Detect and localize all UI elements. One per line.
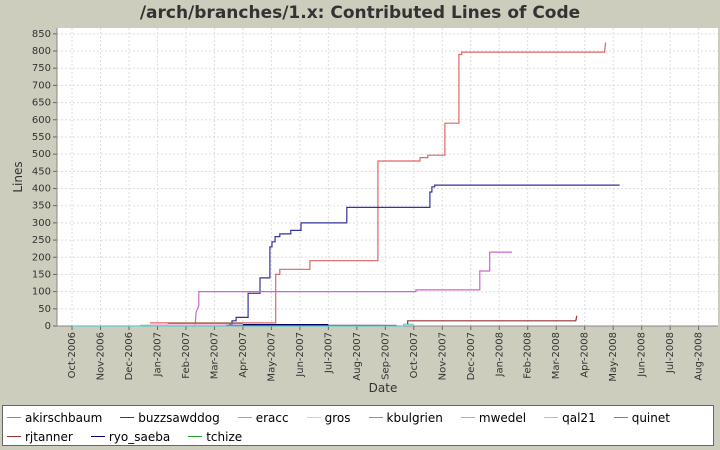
series-line <box>228 184 620 325</box>
legend-item: ryo_saeba <box>90 427 171 446</box>
x-tick-label: Feb-2007 <box>181 332 192 379</box>
legend-item: rjtanner <box>7 427 73 446</box>
x-tick-label: May-2007 <box>266 332 277 382</box>
legend-label: quinet <box>631 410 670 425</box>
y-tick-label: 550 <box>32 132 51 143</box>
legend-label: rjtanner <box>25 429 73 444</box>
legend-item: qal21 <box>544 408 596 427</box>
series-line <box>194 251 512 327</box>
x-tick-label: Apr-2008 <box>580 332 591 378</box>
x-tick-label: Jun-2008 <box>637 332 648 378</box>
legend-item: tchize <box>188 427 242 446</box>
legend-swatch <box>7 417 21 418</box>
legend-item: mwedel <box>460 408 527 427</box>
legend-item: buzzsawddog <box>120 408 220 427</box>
x-axis-label: Date <box>369 381 398 395</box>
legend: akirschbaum buzzsawddog eracc gros kbulgrien… <box>2 405 714 446</box>
x-tick-label: Oct-2006 <box>67 332 78 378</box>
legend-item: quinet <box>613 408 670 427</box>
series-line <box>72 323 414 327</box>
y-tick-label: 750 <box>32 63 51 74</box>
legend-swatch <box>90 436 105 437</box>
legend-swatch <box>460 417 475 418</box>
y-tick-label: 200 <box>32 252 51 263</box>
x-tick-label: Nov-2007 <box>437 332 448 380</box>
x-tick-label: Apr-2007 <box>238 332 249 378</box>
y-tick-label: 500 <box>32 149 51 160</box>
y-tick-label: 300 <box>32 218 51 229</box>
x-tick-label: Jan-2008 <box>494 332 505 377</box>
legend-swatch <box>544 417 559 418</box>
x-tick-label: Jul-2008 <box>665 332 676 374</box>
legend-swatch <box>368 417 383 418</box>
x-tick-label: Nov-2006 <box>96 332 107 380</box>
legend-item: kbulgrien <box>368 408 443 427</box>
y-tick-label: 700 <box>32 80 51 91</box>
x-tick-label: Aug-2008 <box>694 332 705 381</box>
y-tick-label: 0 <box>45 321 51 332</box>
y-axis-label: Lines <box>11 161 25 192</box>
x-tick-label: Feb-2008 <box>523 332 534 379</box>
legend-label: eracc <box>255 410 289 425</box>
legend-label: gros <box>324 410 351 425</box>
legend-label: ryo_saeba <box>108 429 171 444</box>
legend-swatch <box>188 436 203 437</box>
x-tick-label: Dec-2007 <box>466 332 477 380</box>
y-tick-label: 850 <box>32 29 51 40</box>
legend-label: akirschbaum <box>25 410 103 425</box>
y-tick-label: 250 <box>32 235 51 246</box>
y-tick-label: 650 <box>32 98 51 109</box>
legend-swatch <box>613 417 628 418</box>
x-tick-label: Jul-2007 <box>323 332 334 374</box>
y-tick-label: 150 <box>32 269 51 280</box>
x-tick-label: Aug-2007 <box>352 332 363 381</box>
series-line <box>150 42 607 324</box>
legend-swatch <box>306 417 321 418</box>
x-tick-label: May-2008 <box>608 332 619 382</box>
y-tick-label: 400 <box>32 184 51 195</box>
series-line <box>407 315 578 325</box>
legend-label: qal21 <box>562 410 596 425</box>
legend-label: kbulgrien <box>386 410 443 425</box>
legend-item: eracc <box>237 408 289 427</box>
legend-label: tchize <box>206 429 243 444</box>
legend-swatch <box>237 417 252 418</box>
y-tick-label: 600 <box>32 115 51 126</box>
chart: /arch/branches/1.x: Contributed Lines of… <box>11 3 718 395</box>
legend-label: buzzsawddog <box>138 410 220 425</box>
x-tick-label: Mar-2008 <box>551 332 562 379</box>
x-tick-label: Oct-2007 <box>409 332 420 378</box>
x-tick-label: Mar-2007 <box>209 332 220 379</box>
y-tick-label: 800 <box>32 46 51 57</box>
plot-area <box>57 28 718 326</box>
legend-item: gros <box>306 408 351 427</box>
y-tick-label: 50 <box>38 304 51 315</box>
x-tick-label: Dec-2006 <box>124 332 135 380</box>
y-tick-label: 100 <box>32 287 51 298</box>
x-tick-label: Jan-2007 <box>152 332 163 377</box>
legend-item: akirschbaum <box>7 408 102 427</box>
x-tick-label: Jun-2007 <box>295 332 306 378</box>
x-tick-label: Sep-2007 <box>380 332 391 380</box>
y-tick-label: 350 <box>32 201 51 212</box>
legend-label: mwedel <box>478 410 527 425</box>
legend-swatch <box>7 436 21 437</box>
legend-swatch <box>120 417 135 418</box>
chart-title: /arch/branches/1.x: Contributed Lines of… <box>140 3 580 23</box>
y-tick-label: 450 <box>32 166 51 177</box>
